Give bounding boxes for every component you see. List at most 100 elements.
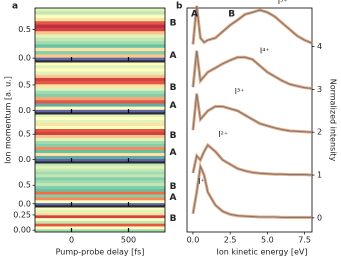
heatmap-row <box>35 68 165 72</box>
heatmap-row <box>35 197 165 201</box>
y-tick-label: 0.0 <box>18 106 31 115</box>
y-tick-label: 0.5 <box>18 130 31 139</box>
legend-label: I⁴⁺ <box>260 46 270 55</box>
heatmap-row <box>35 65 165 69</box>
heatmap-row <box>35 226 165 230</box>
heatmap-row <box>35 207 165 211</box>
panel-frame <box>34 206 166 233</box>
heatmap-row <box>35 126 165 130</box>
heatmap-row <box>35 141 165 145</box>
heatmap-row <box>35 229 165 233</box>
heatmap-row <box>35 120 165 124</box>
panel-label: b <box>176 2 183 12</box>
annotation: B <box>170 131 177 141</box>
heatmap-row <box>35 8 165 12</box>
annotation: B <box>170 214 177 224</box>
heatmap-row <box>35 147 165 151</box>
y-tick-label: 0.5 <box>18 25 31 34</box>
heatmap-row <box>35 223 165 227</box>
heatmap-row <box>35 203 165 207</box>
legend-label: I³⁺ <box>235 87 245 96</box>
y-tick-label: 0.25 <box>13 210 31 219</box>
heatmap-row <box>35 24 165 29</box>
annotation: B <box>170 18 177 28</box>
heatmap-row <box>35 34 165 39</box>
heatmap-row <box>35 114 165 118</box>
heatmap-row <box>35 171 165 175</box>
heatmap-row <box>35 97 165 101</box>
heatmap-row <box>35 31 165 35</box>
y-tick-label: 3 <box>317 85 322 94</box>
y-tick-label: 4 <box>317 42 322 51</box>
x-axis-label: Ion kinetic energy [eV] <box>216 248 307 257</box>
heatmap-row <box>35 57 165 62</box>
heatmap-row <box>35 21 165 25</box>
annotation: A <box>191 10 198 20</box>
y-axis-label: Normalized intensity <box>329 79 338 162</box>
heatmap-row <box>35 212 165 216</box>
annotation: B <box>170 182 177 192</box>
heatmap-row <box>35 84 165 88</box>
panel-frame <box>34 61 166 114</box>
heatmap-row <box>35 93 165 98</box>
series-line <box>192 5 313 45</box>
heatmap-row <box>35 103 165 107</box>
x-axis-label: Pump-probe delay [fs] <box>56 248 145 257</box>
heatmap-row <box>35 71 165 76</box>
y-tick-label: 0.0 <box>18 155 31 164</box>
heatmap-row <box>35 74 165 79</box>
heatmap-row <box>35 174 165 178</box>
heatmap-row <box>35 11 165 15</box>
heatmap-row <box>35 180 165 184</box>
heatmap-row <box>35 138 165 142</box>
heatmap-row <box>35 14 165 19</box>
heatmap-row <box>35 41 165 45</box>
panel-label: a <box>12 2 18 12</box>
heatmap-row <box>35 62 165 66</box>
heatmap-row <box>35 77 165 82</box>
heatmap-row <box>35 215 165 219</box>
y-tick-label: 0.0 <box>18 54 31 63</box>
y-tick-label: 0.0 <box>18 199 31 208</box>
heatmap-row <box>35 191 165 195</box>
annotation: B <box>170 83 177 93</box>
heatmap-row <box>35 129 165 133</box>
annotation: A <box>170 193 177 203</box>
heatmap-row <box>35 135 165 139</box>
heatmap-row <box>35 27 165 32</box>
panel-frame <box>34 113 166 163</box>
panel-frame <box>34 162 166 207</box>
y-tick-label: 0.5 <box>18 80 31 89</box>
annotation: A <box>170 101 177 111</box>
x-tick-label: 500 <box>121 236 136 245</box>
heatmap-row <box>35 159 165 163</box>
series-line <box>192 93 313 133</box>
annotation: B <box>228 10 235 20</box>
heatmap-row <box>35 90 165 95</box>
y-tick-label: 1 <box>317 171 322 180</box>
heatmap-row <box>35 51 165 55</box>
heatmap-row <box>35 188 165 192</box>
heatmap-row <box>35 144 165 148</box>
x-tick-label: 2.5 <box>224 236 237 245</box>
heatmap-row <box>35 153 165 157</box>
heatmap-row <box>35 209 165 213</box>
heatmap-row <box>35 37 165 42</box>
panel-frame <box>34 7 166 62</box>
series-line <box>192 50 313 90</box>
legend-label: I⁵⁺ <box>278 0 288 6</box>
y-tick-label: 2 <box>317 128 322 137</box>
y-tick-label: 0.00 <box>13 226 31 235</box>
heatmap-row <box>35 168 165 172</box>
y-tick-label: 0.5 <box>18 181 31 190</box>
heatmap-row <box>35 106 165 111</box>
x-tick-label: 0 <box>69 236 74 245</box>
heatmap-row <box>35 177 165 181</box>
x-tick-label: 5.0 <box>261 236 274 245</box>
y-axis-label: Ion momentum [a. u.] <box>4 76 13 164</box>
heatmap-row <box>35 123 165 127</box>
heatmap-row <box>35 163 165 167</box>
legend-label: I⁺ <box>198 177 205 186</box>
heatmap-row <box>35 117 165 121</box>
